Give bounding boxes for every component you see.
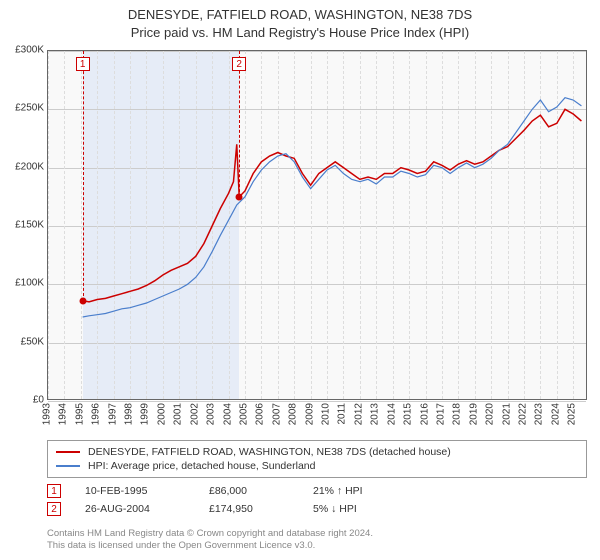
series-line — [83, 109, 582, 302]
x-tick-label: 1993 — [42, 403, 53, 425]
legend-row: DENESYDE, FATFIELD ROAD, WASHINGTON, NE3… — [56, 445, 578, 459]
event-marker — [79, 297, 86, 304]
chart-lines — [48, 51, 586, 399]
attribution-line-2: This data is licensed under the Open Gov… — [47, 540, 587, 552]
x-tick-label: 1995 — [74, 403, 85, 425]
x-tick-label: 1994 — [58, 403, 69, 425]
x-tick-label: 2004 — [222, 403, 233, 425]
x-tick-label: 2001 — [173, 403, 184, 425]
x-tick-label: 1998 — [124, 403, 135, 425]
chart-title-block: DENESYDE, FATFIELD ROAD, WASHINGTON, NE3… — [0, 0, 600, 44]
x-tick-label: 2010 — [321, 403, 332, 425]
x-tick-label: 2022 — [517, 403, 528, 425]
x-tick-label: 2011 — [337, 403, 348, 425]
x-tick-label: 2016 — [419, 403, 430, 425]
title-line-2: Price paid vs. HM Land Registry's House … — [0, 24, 600, 42]
x-tick-label: 2025 — [567, 403, 578, 425]
price-chart: 12 — [47, 50, 587, 400]
event-row: 1 10-FEB-1995 £86,000 21% ↑ HPI — [47, 482, 587, 500]
legend-label: HPI: Average price, detached house, Sund… — [88, 460, 315, 472]
legend-swatch — [56, 451, 80, 453]
x-tick-label: 2006 — [255, 403, 266, 425]
x-tick-label: 2000 — [156, 403, 167, 425]
x-tick-label: 1999 — [140, 403, 151, 425]
event-row-price: £174,950 — [209, 503, 289, 515]
event-row-index: 2 — [47, 502, 61, 516]
x-tick-label: 2019 — [468, 403, 479, 425]
event-row-date: 26-AUG-2004 — [85, 503, 185, 515]
gridline-h — [48, 401, 586, 402]
y-tick-label: £300K — [4, 45, 44, 56]
x-tick-label: 2017 — [435, 403, 446, 425]
y-tick-label: £0 — [4, 395, 44, 406]
x-tick-label: 2024 — [550, 403, 561, 425]
y-tick-label: £100K — [4, 278, 44, 289]
x-tick-label: 2008 — [288, 403, 299, 425]
x-tick-label: 1997 — [107, 403, 118, 425]
x-tick-label: 2003 — [206, 403, 217, 425]
x-tick-label: 2002 — [189, 403, 200, 425]
x-tick-label: 2013 — [370, 403, 381, 425]
x-tick-label: 1996 — [91, 403, 102, 425]
x-tick-label: 2020 — [485, 403, 496, 425]
series-line — [83, 98, 582, 317]
x-tick-label: 2014 — [386, 403, 397, 425]
y-tick-label: £200K — [4, 161, 44, 172]
event-row-index: 1 — [47, 484, 61, 498]
event-row-diff: 5% ↓ HPI — [313, 503, 587, 515]
legend-row: HPI: Average price, detached house, Sund… — [56, 459, 578, 473]
x-tick-label: 2012 — [353, 403, 364, 425]
legend: DENESYDE, FATFIELD ROAD, WASHINGTON, NE3… — [47, 440, 587, 478]
legend-swatch — [56, 465, 80, 467]
event-row-date: 10-FEB-1995 — [85, 485, 185, 497]
event-row-price: £86,000 — [209, 485, 289, 497]
y-tick-label: £150K — [4, 220, 44, 231]
event-row-diff: 21% ↑ HPI — [313, 485, 587, 497]
title-line-1: DENESYDE, FATFIELD ROAD, WASHINGTON, NE3… — [0, 6, 600, 24]
y-tick-label: £250K — [4, 103, 44, 114]
event-marker — [236, 193, 243, 200]
events-table: 1 10-FEB-1995 £86,000 21% ↑ HPI 2 26-AUG-2004… — [47, 482, 587, 518]
x-tick-label: 2009 — [304, 403, 315, 425]
x-tick-label: 2023 — [534, 403, 545, 425]
x-tick-label: 2007 — [271, 403, 282, 425]
x-tick-label: 2018 — [452, 403, 463, 425]
legend-label: DENESYDE, FATFIELD ROAD, WASHINGTON, NE3… — [88, 446, 451, 458]
attribution: Contains HM Land Registry data © Crown c… — [47, 528, 587, 553]
attribution-line-1: Contains HM Land Registry data © Crown c… — [47, 528, 587, 540]
event-row: 2 26-AUG-2004 £174,950 5% ↓ HPI — [47, 500, 587, 518]
x-tick-label: 2005 — [238, 403, 249, 425]
x-tick-label: 2021 — [501, 403, 512, 425]
x-tick-label: 2015 — [403, 403, 414, 425]
y-tick-label: £50K — [4, 336, 44, 347]
